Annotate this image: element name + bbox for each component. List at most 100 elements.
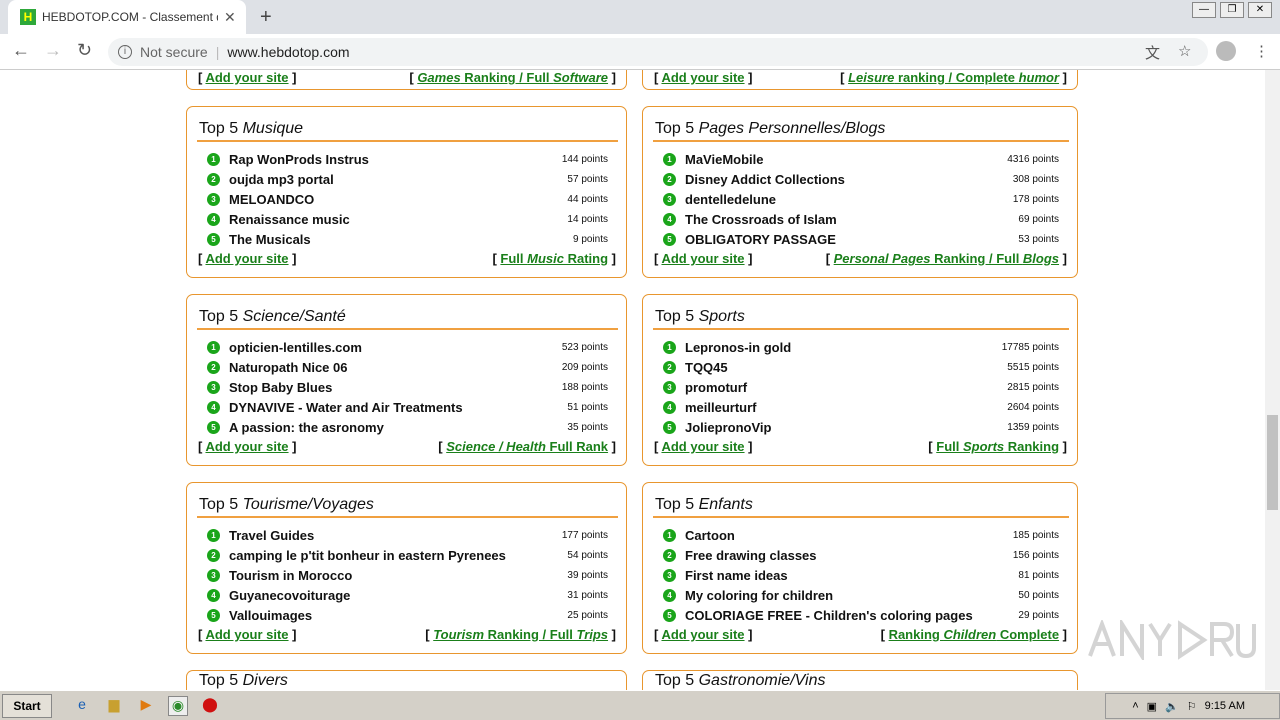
site-name[interactable]: camping le p'tit bonheur in eastern Pyre… (229, 547, 506, 563)
title-underline (197, 328, 618, 330)
points-unit: points (1032, 153, 1059, 165)
site-name[interactable]: Guyanecovoiturage (229, 587, 351, 603)
full-ranking-link[interactable]: Full Sports Ranking (936, 439, 1059, 454)
title-prefix: Top 5 (199, 308, 239, 325)
site-name[interactable]: oujda mp3 portal (229, 171, 334, 187)
site-name[interactable]: Lepronos-in gold (685, 339, 792, 355)
restore-button[interactable]: ❐ (1220, 2, 1244, 18)
full-ranking-link[interactable]: Leisure ranking / Complete humor (848, 70, 1059, 85)
box-title: Top 5 Musique (199, 120, 303, 138)
site-name[interactable]: COLORIAGE FREE - Children's coloring pag… (685, 607, 973, 623)
media-player-icon[interactable]: ▶ (140, 695, 152, 712)
star-icon[interactable]: ☆ (1178, 43, 1192, 60)
ranking-item: 5 A passion: the asronomy 35 points (207, 417, 608, 437)
site-name[interactable]: The Crossroads of Islam (685, 211, 837, 227)
minimize-button[interactable]: — (1192, 2, 1216, 18)
site-points: 31 points (567, 590, 608, 601)
site-name[interactable]: Free drawing classes (685, 547, 817, 563)
reload-icon[interactable]: ↻ (77, 40, 93, 60)
add-site-link[interactable]: Add your site (661, 627, 745, 642)
site-points: 185 points (1013, 530, 1059, 541)
points-unit: points (581, 233, 608, 245)
full-ranking-link[interactable]: Ranking Children Complete (889, 627, 1059, 642)
site-name[interactable]: meilleurturf (685, 399, 757, 415)
info-icon[interactable]: i (118, 45, 132, 59)
site-name[interactable]: First name ideas (685, 567, 788, 583)
site-name[interactable]: Travel Guides (229, 527, 315, 543)
site-name[interactable]: Cartoon (685, 527, 735, 543)
site-points: 9 points (573, 234, 608, 245)
ranking-wrapper: [ Leisure ranking / Complete humor ] (840, 70, 1067, 85)
network-icon[interactable]: ▣ (1146, 700, 1158, 713)
link-segment: Sports (962, 439, 1005, 454)
window-controls: — ❐ ✕ (1192, 2, 1272, 18)
site-name[interactable]: JoliepronoVip (685, 419, 772, 435)
site-points: 35 points (567, 422, 608, 433)
points-unit: points (581, 153, 608, 165)
site-name[interactable]: MaVieMobile (685, 151, 764, 167)
full-ranking-link[interactable]: Personal Pages Ranking / Full Blogs (834, 251, 1059, 266)
menu-icon[interactable]: ⋮ (1254, 43, 1269, 60)
site-name[interactable]: My coloring for children (685, 587, 834, 603)
add-site-wrapper: [ Add your site ] (198, 627, 297, 642)
site-name[interactable]: OBLIGATORY PASSAGE (685, 231, 836, 247)
site-name[interactable]: The Musicals (229, 231, 311, 247)
site-name[interactable]: Tourism in Morocco (229, 567, 353, 583)
explorer-icon[interactable]: ▆ (108, 695, 120, 712)
ie-icon[interactable]: e (78, 695, 86, 712)
close-window-button[interactable]: ✕ (1248, 2, 1272, 18)
add-site-link[interactable]: Add your site (205, 439, 289, 454)
back-icon[interactable]: ← (12, 40, 30, 60)
chrome-icon[interactable]: ◉ (168, 695, 188, 716)
site-name[interactable]: Vallouimages (229, 607, 313, 623)
link-segment: Ranking (888, 627, 944, 642)
ranking-item: 3 dentelledelune 178 points (663, 189, 1059, 209)
add-site-wrapper: [ Add your site ] (654, 439, 753, 454)
site-name[interactable]: Stop Baby Blues (229, 379, 333, 395)
rank-badge-icon: 5 (663, 420, 676, 434)
add-site-link[interactable]: Add your site (661, 251, 745, 266)
url-text[interactable]: www.hebdotop.com (227, 44, 350, 60)
site-name[interactable]: A passion: the asronomy (229, 419, 384, 435)
volume-icon[interactable]: 🔈 (1165, 700, 1179, 713)
points-unit: points (1032, 529, 1059, 541)
add-site-link[interactable]: Add your site (205, 70, 289, 85)
scrollbar[interactable] (1265, 70, 1280, 690)
address-bar[interactable]: i Not secure | www.hebdotop.com (108, 38, 1208, 66)
forward-icon[interactable]: → (44, 40, 62, 60)
site-name[interactable]: promoturf (685, 379, 748, 395)
site-name[interactable]: DYNAVIVE - Water and Air Treatments (229, 399, 463, 415)
profile-avatar[interactable] (1216, 41, 1236, 61)
start-button[interactable]: Start (2, 693, 52, 718)
site-name[interactable]: Disney Addict Collections (685, 171, 845, 187)
add-site-link[interactable]: Add your site (205, 627, 289, 642)
opera-icon[interactable]: ⬤ (202, 695, 218, 712)
add-site-link[interactable]: Add your site (661, 70, 745, 85)
full-ranking-link[interactable]: Tourism Ranking / Full Trips (433, 627, 608, 642)
full-ranking-link[interactable]: Full Music Rating (500, 251, 608, 266)
points-value: 54 (567, 549, 579, 561)
full-ranking-link[interactable]: Games Ranking / Full Software (417, 70, 608, 85)
rank-badge-icon: 3 (207, 568, 220, 582)
points-value: 39 (567, 569, 579, 581)
site-name[interactable]: dentelledelune (685, 191, 777, 207)
add-site-link[interactable]: Add your site (205, 251, 289, 266)
site-name[interactable]: Naturopath Nice 06 (229, 359, 348, 375)
site-name[interactable]: opticien-lentilles.com (229, 339, 362, 355)
translate-icon[interactable]: 文 (1145, 45, 1161, 62)
site-name[interactable]: TQQ45 (685, 359, 728, 375)
browser-tab[interactable]: H HEBDOTOP.COM - Classement de sites ✕ (8, 0, 246, 34)
scrollbar-thumb[interactable] (1267, 415, 1278, 510)
rank-badge-icon: 5 (663, 608, 676, 622)
ranking-item: 3 Stop Baby Blues 188 points (207, 377, 608, 397)
points-value: 188 (561, 381, 579, 393)
site-name[interactable]: Renaissance music (229, 211, 350, 227)
tray-expand-icon[interactable]: ˄ (1132, 700, 1139, 712)
site-name[interactable]: Rap WonProds Instrus (229, 151, 369, 167)
new-tab-button[interactable]: + (260, 6, 272, 28)
site-name[interactable]: MELOANDCO (229, 191, 315, 207)
close-tab-icon[interactable]: ✕ (224, 8, 236, 25)
flag-icon[interactable]: ⚐ (1186, 700, 1197, 713)
add-site-link[interactable]: Add your site (661, 439, 745, 454)
full-ranking-link[interactable]: Science / Health Full Rank (446, 439, 608, 454)
